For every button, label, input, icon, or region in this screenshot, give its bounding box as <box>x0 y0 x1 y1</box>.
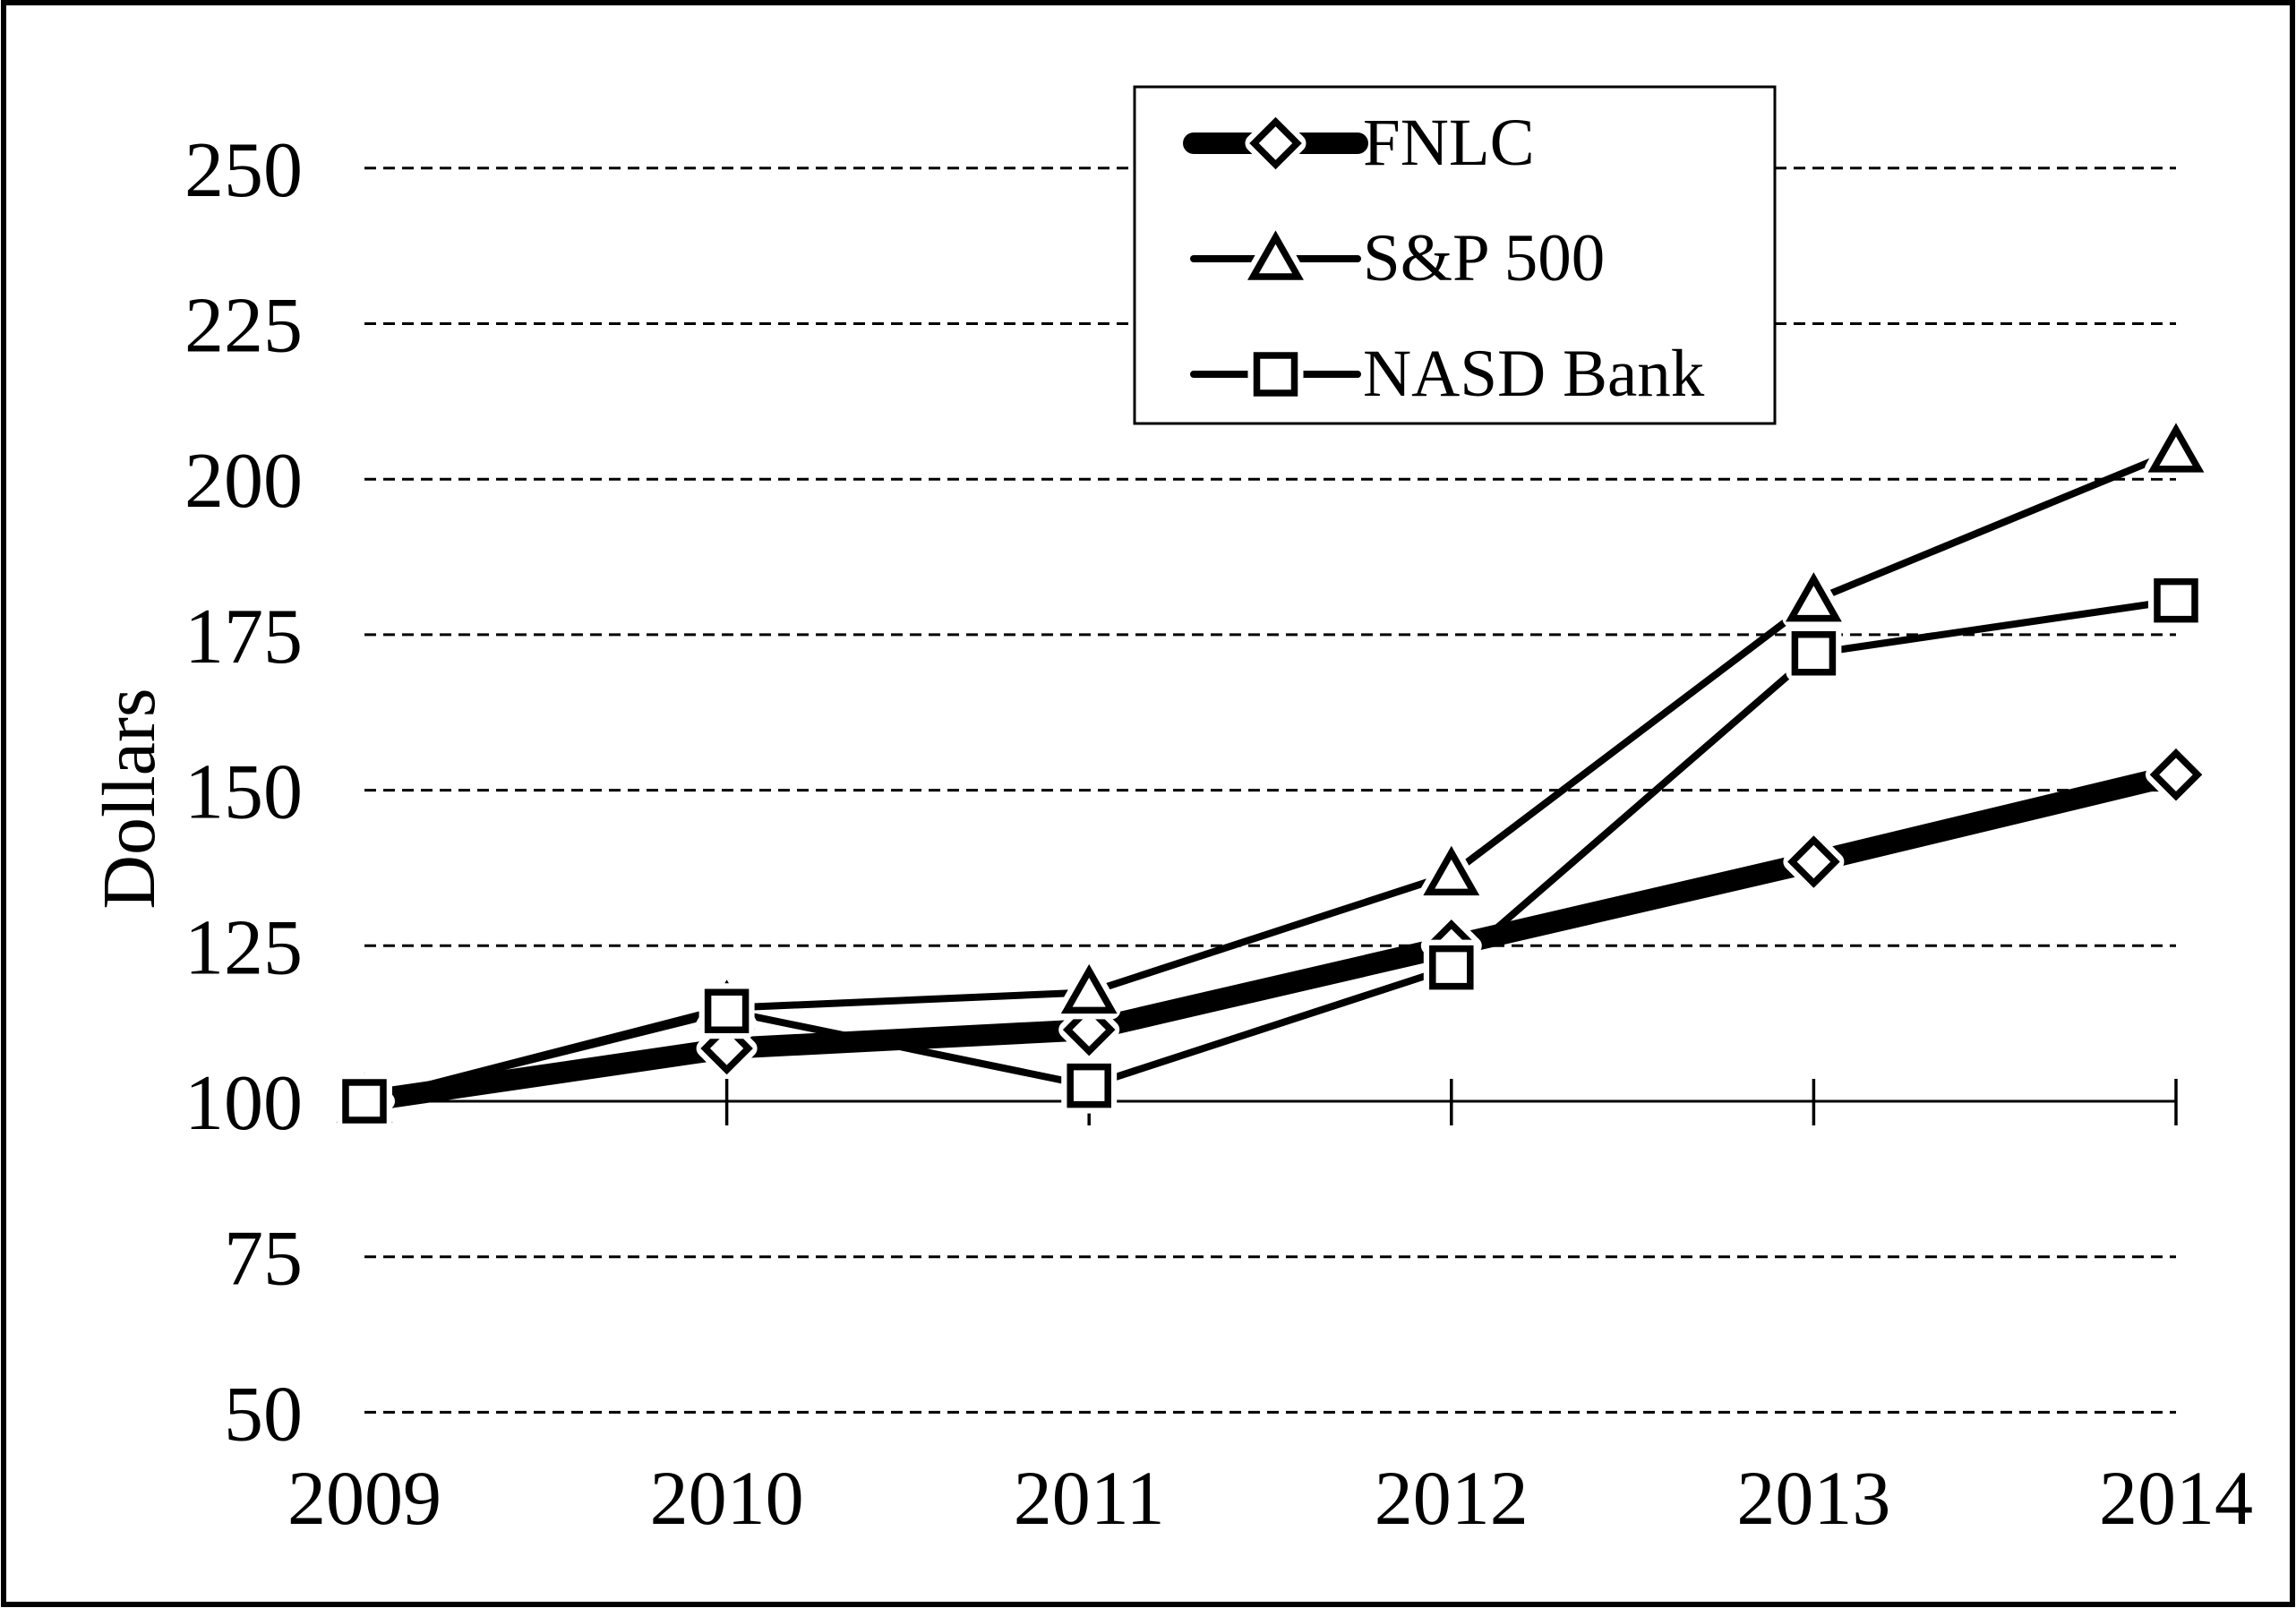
x-tick-label-2012: 2012 <box>1375 1455 1529 1541</box>
y-tick-label-75: 75 <box>224 1216 303 1303</box>
triangle-marker-icon-2013 <box>1785 572 1842 622</box>
x-tick-label-2011: 2011 <box>1014 1455 1165 1541</box>
y-tick-label-100: 100 <box>184 1060 303 1147</box>
diamond-marker-icon-2010 <box>700 1022 753 1075</box>
triangle-marker-icon-2012 <box>1423 845 1480 896</box>
square-marker-icon-2011 <box>1067 1063 1111 1108</box>
triangle-marker-icon-legend <box>1247 230 1304 280</box>
x-tick-label-2010: 2010 <box>650 1455 804 1541</box>
y-tick-label-250: 250 <box>184 127 303 214</box>
axis-layer <box>363 1079 2178 1125</box>
x-tick-label-2013: 2013 <box>1736 1455 1890 1541</box>
y-axis-title: Dollars <box>88 688 171 909</box>
series-line-triangle <box>361 447 2180 1105</box>
x-tick-label-2009: 2009 <box>287 1455 441 1541</box>
gridlines-layer <box>364 167 2176 1414</box>
y-tick-label-175: 175 <box>184 594 303 680</box>
triangle-marker-icon-2011 <box>1060 963 1118 1014</box>
diamond-marker-icon-2014 <box>2149 748 2203 801</box>
y-tick-label-200: 200 <box>184 438 303 525</box>
square-marker-icon-2009 <box>342 1079 387 1124</box>
y-tick-label-125: 125 <box>184 904 303 991</box>
square-marker-icon-2014 <box>2154 577 2198 623</box>
square-marker-icon-2012 <box>1429 945 1474 990</box>
legend-label-diamond: FNLC <box>1363 106 1535 180</box>
legend-label-triangle: S&P 500 <box>1363 221 1605 295</box>
markers-layer <box>333 420 2207 1132</box>
y-tick-label-50: 50 <box>224 1371 303 1458</box>
x-tick-label-2014: 2014 <box>2099 1455 2253 1541</box>
y-tick-label-225: 225 <box>184 283 303 370</box>
series-lines-layer <box>354 447 2187 1112</box>
square-marker-icon-2013 <box>1791 630 1837 676</box>
triangle-marker-icon-2014 <box>2147 423 2205 473</box>
diamond-marker-icon-2013 <box>1787 835 1840 888</box>
legend-layer: FNLC S&P 500 NASD Bank <box>1133 85 1777 425</box>
square-marker-icon-legend <box>1253 352 1298 397</box>
square-marker-icon-2010 <box>704 988 750 1033</box>
series-line-diamond <box>354 764 2187 1112</box>
y-tick-label-150: 150 <box>184 749 303 836</box>
legend-label-square: NASD Bank <box>1363 337 1705 411</box>
diamond-marker-icon-legend <box>1249 116 1302 170</box>
series-line-square <box>361 596 2180 1105</box>
